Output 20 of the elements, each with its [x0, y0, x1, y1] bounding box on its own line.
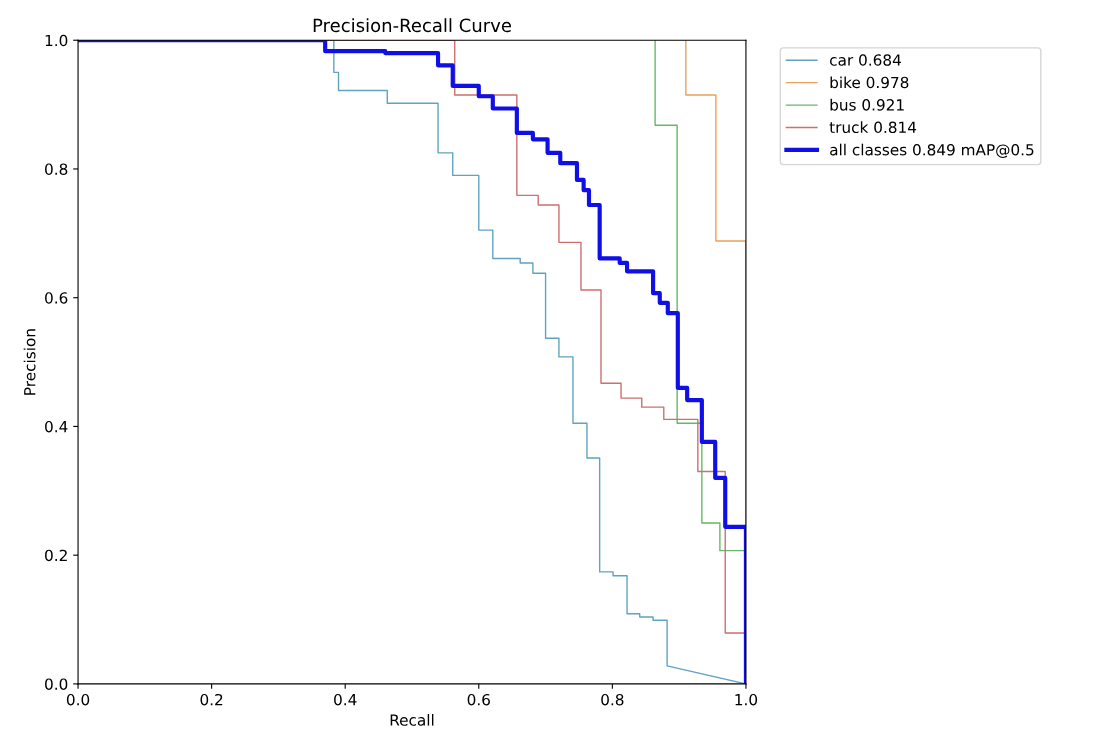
y-tick-label: 0.8 — [45, 163, 68, 175]
x-tick-label: 0.4 — [334, 693, 357, 706]
legend-label: bike 0.978 — [830, 76, 909, 89]
x-tick-label: 0.2 — [200, 693, 223, 706]
y-tick-label: 0.4 — [45, 420, 68, 433]
x-tick-label: 1.0 — [735, 693, 758, 706]
x-axis-title: Recall — [390, 713, 434, 726]
x-tick-label: 0.8 — [601, 693, 624, 706]
x-tick-label: 0.6 — [467, 693, 490, 706]
y-tick-label: 0.2 — [45, 549, 67, 562]
y-tick-label: 0.6 — [45, 292, 68, 304]
legend-label: car 0.684 — [830, 54, 901, 66]
legend-label: all classes 0.849 mAP@0.5 — [830, 143, 1034, 158]
y-tick-label: 0.0 — [45, 678, 68, 690]
y-axis-title: Precision — [23, 329, 36, 395]
x-tick-label: 0.0 — [66, 693, 90, 706]
chart-title: Precision-Recall Curve — [313, 18, 511, 33]
legend-label: truck 0.814 — [829, 121, 917, 134]
y-tick-label: 1.0 — [45, 34, 68, 47]
legend-label: bus 0.921 — [830, 98, 904, 111]
